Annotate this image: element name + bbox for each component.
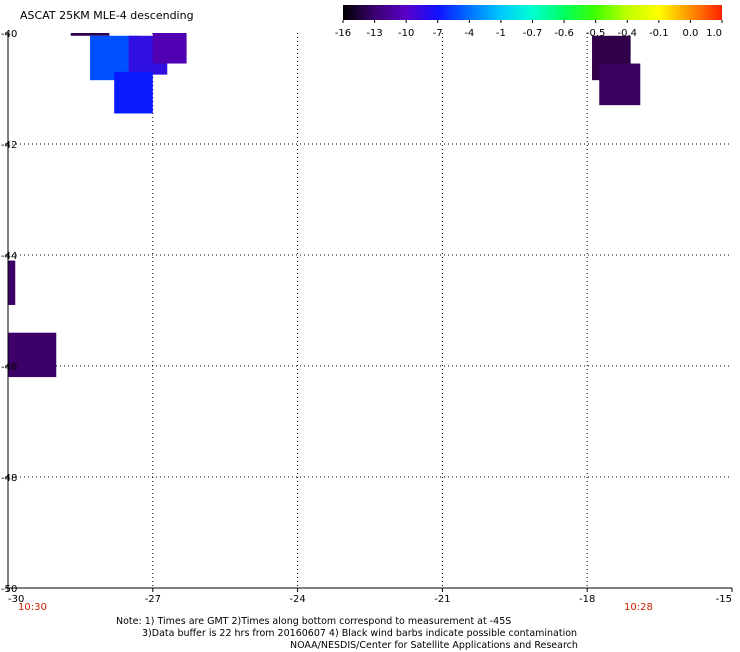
x-tick-label: -21 <box>434 594 450 605</box>
colorbar-label: 0.0 <box>682 28 698 39</box>
time-label-right: 10:28 <box>624 602 653 613</box>
y-tick-label: -40 <box>1 29 17 40</box>
note-line-3: NOAA/NESDIS/Center for Satellite Applica… <box>290 640 578 651</box>
x-tick-label: -18 <box>579 594 595 605</box>
note-line-2: 3)Data buffer is 22 hrs from 20160607 4)… <box>142 628 578 639</box>
y-tick-label: -50 <box>1 584 17 595</box>
x-tick-label: -27 <box>145 594 161 605</box>
wind-cells <box>8 33 641 378</box>
time-label-left: 10:30 <box>18 602 47 613</box>
y-tick-label: -44 <box>1 251 17 262</box>
x-tick-label: -24 <box>289 594 305 605</box>
x-tick-labels: -30 -27 -24 -21 -18 -15 <box>7 588 733 605</box>
colorbar-gradient <box>343 5 722 20</box>
y-tick-label: -46 <box>1 362 17 373</box>
colorbar-label: 1.0 <box>706 28 722 39</box>
colorbar-label: -0.7 <box>523 28 543 39</box>
x-tick-label: -15 <box>716 594 732 605</box>
wind-cell <box>599 63 641 106</box>
chart-title: ASCAT 25KM MLE-4 descending <box>20 9 194 22</box>
colorbar <box>343 5 722 20</box>
colorbar-labels: -16 -13 -10 -7 -4 -1 -0.7 -0.6 -0.5 -0.4 -0.1 0.0 1.… <box>335 20 723 39</box>
colorbar-label: -7 <box>433 28 443 39</box>
wind-cell <box>152 33 187 64</box>
wind-cell <box>8 260 16 305</box>
colorbar-label: -10 <box>398 28 414 39</box>
plot-frame <box>7 33 732 589</box>
note-line-1: Note: 1) Times are GMT 2)Times along bot… <box>116 616 512 627</box>
wind-cell <box>70 33 110 36</box>
y-tick-label: -42 <box>1 140 17 151</box>
y-tick-label: -48 <box>1 473 17 484</box>
colorbar-label: -16 <box>335 28 351 39</box>
wind-cell <box>8 332 57 378</box>
colorbar-label: -0.5 <box>586 28 606 39</box>
colorbar-label: -0.6 <box>554 28 574 39</box>
colorbar-label: -0.1 <box>649 28 669 39</box>
wind-cell <box>114 71 153 114</box>
x-tick-label: -30 <box>8 594 24 605</box>
colorbar-label: -0.4 <box>617 28 637 39</box>
colorbar-label: -4 <box>464 28 474 39</box>
colorbar-label: -1 <box>496 28 506 39</box>
grid <box>8 33 732 588</box>
y-tick-labels: -40 -42 -44 -46 -48 -50 <box>1 29 17 595</box>
colorbar-label: -13 <box>366 28 382 39</box>
